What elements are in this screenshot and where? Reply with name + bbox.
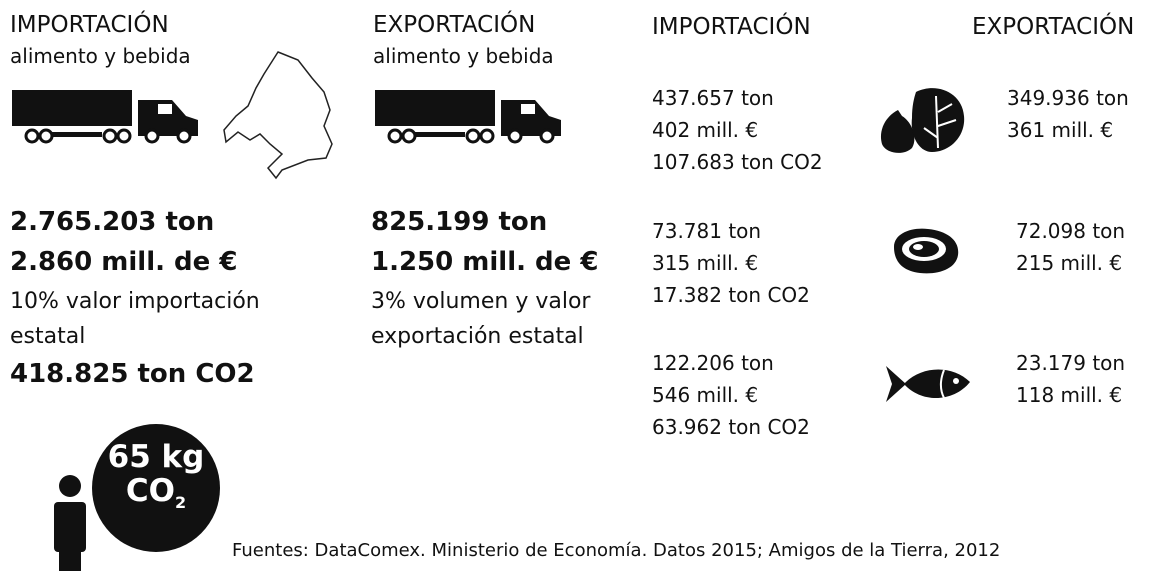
import-figure: 63.962 ton CO2 <box>652 415 810 439</box>
truck-icon <box>375 90 561 144</box>
export-figure: 23.179 ton <box>1016 351 1126 375</box>
import-figure: 122.206 ton <box>652 351 774 375</box>
import-figure: 315 mill. € <box>652 251 759 275</box>
bubble-subscript: 2 <box>174 493 187 513</box>
export-tons: 825.199 ton <box>371 207 548 237</box>
export-figure: 72.098 ton <box>1016 219 1126 243</box>
person-icon <box>54 424 220 571</box>
export-figure: 361 mill. € <box>1007 118 1114 142</box>
co2-bubble: 65 kg CO2 <box>92 440 220 520</box>
export-figure: 118 mill. € <box>1016 383 1123 407</box>
truck-icon <box>12 90 198 144</box>
export-figure: 349.936 ton <box>1007 86 1129 110</box>
import-figure: 107.683 ton CO2 <box>652 150 823 174</box>
region-map <box>223 51 333 180</box>
import-subtitle: alimento y bebida <box>10 44 191 68</box>
bubble-amount: 65 kg <box>107 439 205 475</box>
import-share: 10% valor importación estatal <box>10 289 260 349</box>
bubble-gas-symbol: CO <box>125 473 175 509</box>
export-share: 3% volumen y valor exportación estatal <box>371 289 591 349</box>
source-note: Fuentes: DataComex. Ministerio de Econom… <box>232 540 1001 561</box>
import-co2: 418.825 ton CO2 <box>10 359 255 389</box>
import-figure: 402 mill. € <box>652 118 759 142</box>
vegetable-icon <box>880 88 965 153</box>
import-money: 2.860 mill. de € <box>10 247 238 277</box>
import-figure: 437.657 ton <box>652 86 774 110</box>
fish-icon <box>886 366 970 402</box>
meat-icon <box>894 228 959 274</box>
export-subtitle: alimento y bebida <box>373 44 554 68</box>
import-figure: 546 mill. € <box>652 383 759 407</box>
export-figure: 215 mill. € <box>1016 251 1123 275</box>
import-figure: 17.382 ton CO2 <box>652 283 810 307</box>
import-tons: 2.765.203 ton <box>10 207 215 237</box>
import-title: IMPORTACIÓN <box>10 12 169 38</box>
import-header: IMPORTACIÓN <box>652 14 811 40</box>
import-figure: 73.781 ton <box>652 219 762 243</box>
export-header: EXPORTACIÓN <box>972 14 1135 40</box>
bubble-gas: CO2 <box>92 474 220 520</box>
export-title: EXPORTACIÓN <box>373 12 536 38</box>
export-money: 1.250 mill. de € <box>371 247 599 277</box>
